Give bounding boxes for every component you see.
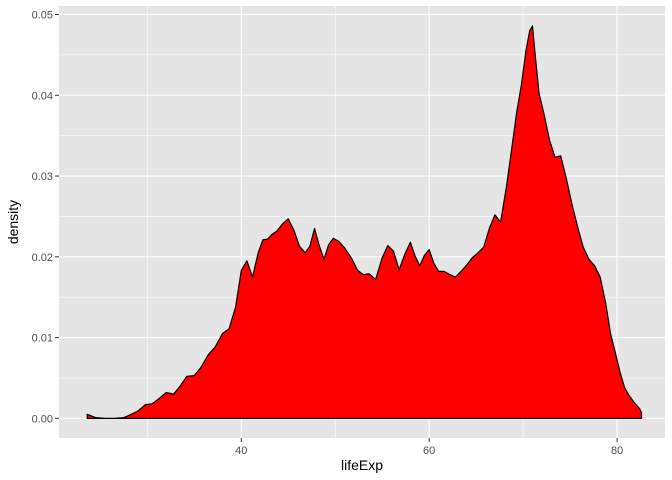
y-tick-label: 0.05 (32, 9, 53, 21)
y-tick-label: 0.04 (32, 90, 53, 102)
y-axis-title: density (5, 200, 21, 244)
density-area (87, 25, 642, 419)
density-outline (86, 25, 643, 419)
y-tick-label: 0.00 (32, 413, 53, 425)
y-tick-label: 0.01 (32, 333, 53, 345)
x-tick-label: 80 (611, 445, 623, 457)
x-axis-ticks: 40 60 80 (235, 438, 623, 457)
y-tick-label: 0.03 (32, 171, 53, 183)
y-tick-label: 0.02 (32, 252, 53, 264)
y-axis-ticks: 0.00 0.01 0.02 0.03 0.04 0.05 (32, 9, 59, 425)
x-axis-title: lifeExp (341, 457, 383, 473)
x-tick-label: 60 (423, 445, 435, 457)
x-tick-label: 40 (235, 445, 247, 457)
